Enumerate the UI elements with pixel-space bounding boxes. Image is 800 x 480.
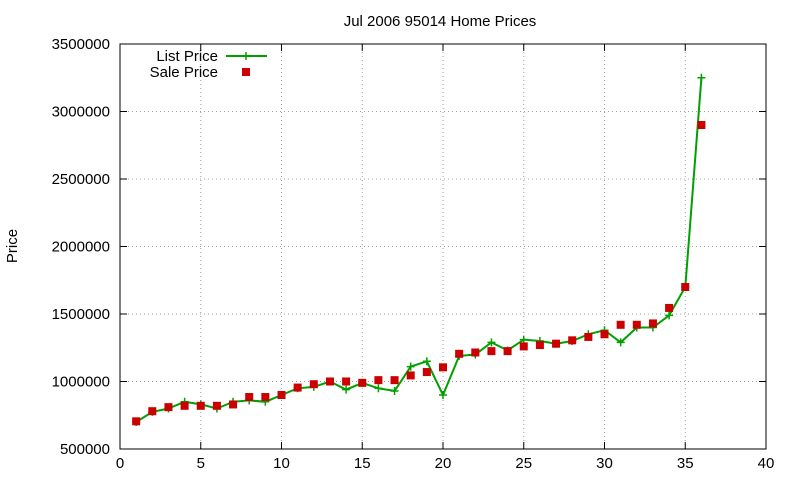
sale-price-point bbox=[245, 393, 254, 402]
sale-price-point bbox=[568, 336, 577, 345]
plot-frame bbox=[119, 43, 767, 450]
sale-price-point bbox=[196, 401, 205, 410]
list-price-point bbox=[697, 73, 706, 82]
y-tick-label: 1500000 bbox=[52, 306, 110, 323]
sale-price-point bbox=[180, 401, 189, 410]
sale-price-point bbox=[390, 376, 399, 385]
list-price-point bbox=[374, 384, 383, 393]
legend-swatch-plus bbox=[242, 52, 250, 60]
x-tick-label: 20 bbox=[435, 455, 452, 472]
sale-price-point bbox=[309, 380, 318, 389]
list-price-point bbox=[439, 391, 447, 399]
y-tick-label: 2500000 bbox=[52, 171, 110, 188]
sale-price-point bbox=[358, 378, 367, 387]
sale-price-point bbox=[487, 347, 496, 356]
sale-price-point bbox=[616, 320, 625, 329]
grid-lines bbox=[120, 44, 766, 449]
sale-price-point bbox=[519, 342, 528, 351]
x-tick-label: 25 bbox=[515, 455, 532, 472]
y-tick-label: 1000000 bbox=[52, 374, 110, 391]
sale-price-point bbox=[229, 400, 238, 409]
sale-price-point bbox=[584, 332, 593, 341]
legend-item: List Price bbox=[156, 48, 267, 65]
x-tick-label: 5 bbox=[197, 455, 205, 472]
sale-price-point bbox=[681, 283, 690, 291]
list-price-point bbox=[519, 335, 528, 344]
sale-price-point bbox=[439, 363, 447, 372]
sale-price-point bbox=[325, 377, 334, 386]
series-sale-price bbox=[132, 121, 706, 426]
x-tick-label: 35 bbox=[677, 455, 694, 472]
x-tick-label: 30 bbox=[596, 455, 613, 472]
list-price-line bbox=[135, 77, 703, 423]
sale-price-point bbox=[455, 349, 464, 358]
x-tick-label: 15 bbox=[354, 455, 371, 472]
sale-price-point bbox=[632, 320, 641, 329]
sale-price-point bbox=[406, 371, 415, 380]
sale-price-point bbox=[471, 348, 480, 357]
x-tick-label: 40 bbox=[758, 455, 775, 472]
sale-price-point bbox=[665, 303, 674, 312]
list-price-point bbox=[406, 362, 415, 371]
list-price-point bbox=[616, 338, 625, 347]
legend-label: List Price bbox=[156, 48, 218, 65]
sale-price-point bbox=[697, 121, 706, 129]
sale-price-point bbox=[552, 339, 561, 348]
y-tick-label: 500000 bbox=[60, 441, 110, 458]
series-layer bbox=[132, 73, 706, 426]
sale-price-point bbox=[342, 377, 351, 386]
sale-price-point bbox=[212, 401, 221, 410]
y-tick-label: 3500000 bbox=[52, 36, 110, 53]
x-tick-label: 10 bbox=[273, 455, 290, 472]
sale-price-point bbox=[164, 403, 173, 412]
sale-price-point bbox=[277, 391, 286, 399]
sale-price-point bbox=[374, 376, 383, 385]
sale-price-point bbox=[648, 319, 657, 328]
y-tick-label: 3000000 bbox=[52, 104, 110, 121]
list-price-point bbox=[390, 386, 399, 395]
y-tick-label: 2000000 bbox=[52, 239, 110, 256]
legend-item: Sale Price bbox=[150, 64, 250, 81]
sale-price-point bbox=[148, 407, 157, 416]
sale-price-point bbox=[261, 393, 270, 402]
x-tick-label: 0 bbox=[116, 455, 124, 472]
sale-price-point bbox=[132, 417, 141, 426]
list-price-point bbox=[487, 338, 496, 347]
sale-price-point bbox=[503, 347, 512, 356]
list-price-point bbox=[665, 311, 674, 320]
legend-label: Sale Price bbox=[150, 64, 218, 81]
list-price-point bbox=[422, 357, 431, 366]
series-list-price bbox=[132, 73, 706, 426]
axis-ticks: 0 5 10 15 20 25 30 35 40 500000 1000000 1500000 2000… bbox=[52, 36, 775, 472]
sale-price-point bbox=[535, 341, 544, 350]
chart-title: Jul 2006 95014 Home Prices bbox=[344, 13, 537, 30]
y-axis-label: Price bbox=[4, 229, 21, 263]
sale-price-point bbox=[422, 368, 431, 377]
sale-price-point bbox=[600, 330, 609, 339]
sale-price-point bbox=[293, 383, 302, 392]
list-price-point bbox=[342, 385, 351, 394]
legend-swatch-square bbox=[242, 68, 250, 76]
